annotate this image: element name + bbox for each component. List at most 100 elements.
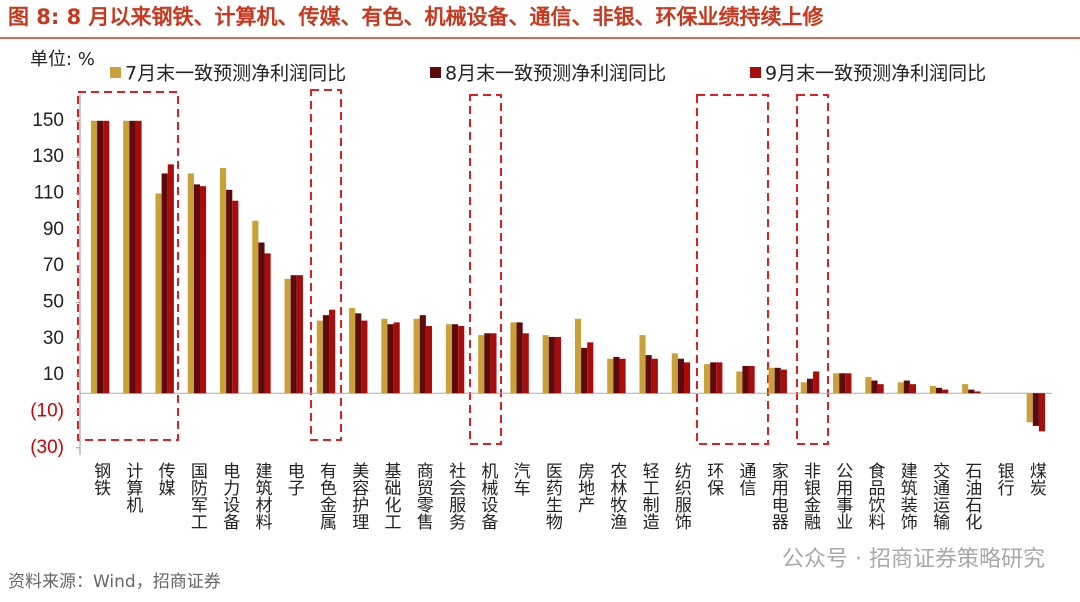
- bar: [387, 324, 394, 394]
- bar: [161, 173, 168, 394]
- bar: [419, 315, 426, 394]
- y-tick-label: 110: [34, 182, 64, 203]
- bar: [516, 322, 523, 394]
- bar: [962, 384, 969, 394]
- x-tick-label: 纺织服饰: [671, 462, 692, 530]
- bar: [129, 120, 136, 394]
- bar: [490, 333, 497, 394]
- bar: [936, 387, 943, 394]
- legend-label: 7月末一致预测净利润同比: [125, 63, 346, 85]
- bar: [103, 120, 110, 394]
- bar: [929, 385, 937, 394]
- bar: [704, 364, 711, 394]
- bar: [123, 120, 130, 394]
- bar: [232, 200, 239, 394]
- bar: [716, 362, 723, 394]
- bar: [619, 358, 626, 394]
- bar: [865, 376, 872, 394]
- bar: [554, 336, 562, 394]
- bar: [645, 355, 652, 394]
- bar: [316, 320, 323, 394]
- x-tick-label: 公用事业: [832, 462, 853, 530]
- bar: [748, 366, 755, 394]
- bar: [683, 362, 691, 394]
- x-tick-label: 建筑装饰: [897, 462, 918, 530]
- bar: [90, 120, 98, 394]
- y-tick-label: (10): [30, 400, 64, 421]
- legend-swatch: [750, 67, 761, 78]
- bar: [806, 378, 814, 394]
- bar: [651, 358, 658, 394]
- x-tick-label: 通信: [735, 462, 756, 496]
- x-tick-label: 银行: [994, 462, 1015, 497]
- bar: [813, 371, 820, 394]
- y-tick-label: 130: [32, 146, 64, 167]
- bar: [800, 382, 807, 394]
- bar: [258, 242, 265, 394]
- y-tick-label: 70: [43, 255, 64, 276]
- highlight-box: [696, 94, 769, 445]
- bar: [871, 380, 878, 394]
- highlight-box: [469, 94, 502, 445]
- x-tick-label: 计算机: [122, 462, 143, 513]
- y-tick-label: 10: [43, 364, 64, 385]
- bar: [220, 168, 227, 394]
- bar: [548, 336, 555, 394]
- bar: [458, 326, 465, 394]
- bar: [290, 275, 297, 394]
- bar: [264, 253, 271, 394]
- x-tick-label: 社会服务: [445, 462, 466, 530]
- bar: [284, 278, 291, 394]
- x-tick-label: 国防军工: [187, 462, 208, 530]
- bar: [226, 189, 233, 394]
- x-tick-label: 环保: [703, 462, 724, 496]
- bar: [452, 324, 459, 394]
- bar: [97, 120, 104, 394]
- x-tick-label: 医药生物: [542, 462, 563, 530]
- bar: [968, 389, 975, 394]
- bar: [193, 184, 200, 394]
- bar: [542, 335, 549, 394]
- x-tick-label: 电子: [284, 462, 305, 496]
- x-tick-label: 商贸零售: [413, 462, 434, 530]
- chart-title: 图 8: 8 月以来钢铁、计算机、传媒、有色、机械设备、通信、非银、环保业绩持续…: [8, 5, 825, 29]
- y-tick-label: 30: [43, 328, 64, 349]
- bar: [355, 313, 362, 394]
- bar: [574, 318, 582, 394]
- bar: [510, 322, 517, 394]
- x-tick-label: 美容护理: [348, 462, 369, 530]
- x-tick-label: 钢铁: [90, 462, 111, 496]
- bar: [909, 384, 916, 394]
- bar: [296, 275, 303, 394]
- x-tick-label: 轻工制造: [639, 462, 660, 530]
- bar: [393, 322, 400, 394]
- x-tick-label: 基础化工: [381, 462, 402, 530]
- x-tick-label: 非银金融: [800, 462, 821, 531]
- bar: [1038, 393, 1046, 432]
- bar: [845, 373, 852, 394]
- bar: [839, 373, 846, 394]
- x-tick-label: 农林牧渔: [606, 462, 627, 530]
- bar: [587, 342, 594, 394]
- bar: [484, 333, 491, 394]
- bar: [736, 371, 743, 394]
- highlight-box: [796, 94, 829, 445]
- x-tick-label: 有色金属: [316, 462, 337, 530]
- bar: [322, 315, 330, 394]
- x-tick-label: 房地产: [574, 462, 595, 513]
- bar: [613, 356, 620, 394]
- x-tick-label: 传媒: [155, 462, 176, 496]
- bar: [478, 335, 485, 394]
- watermark: 公众号 · 招商证券策略研究: [782, 547, 1045, 572]
- bar: [425, 326, 432, 394]
- x-tick-label: 煤炭: [1026, 462, 1047, 496]
- bar: [942, 389, 949, 394]
- source: 资料来源：Wind，招商证券: [8, 572, 221, 592]
- bar: [833, 373, 840, 394]
- x-tick-label: 交通运输: [929, 462, 950, 531]
- bar: [361, 320, 368, 394]
- x-tick-label: 家用电器: [768, 462, 789, 530]
- bar: [349, 307, 356, 394]
- bar: [742, 366, 749, 394]
- x-tick-label: 电力设备: [219, 462, 240, 530]
